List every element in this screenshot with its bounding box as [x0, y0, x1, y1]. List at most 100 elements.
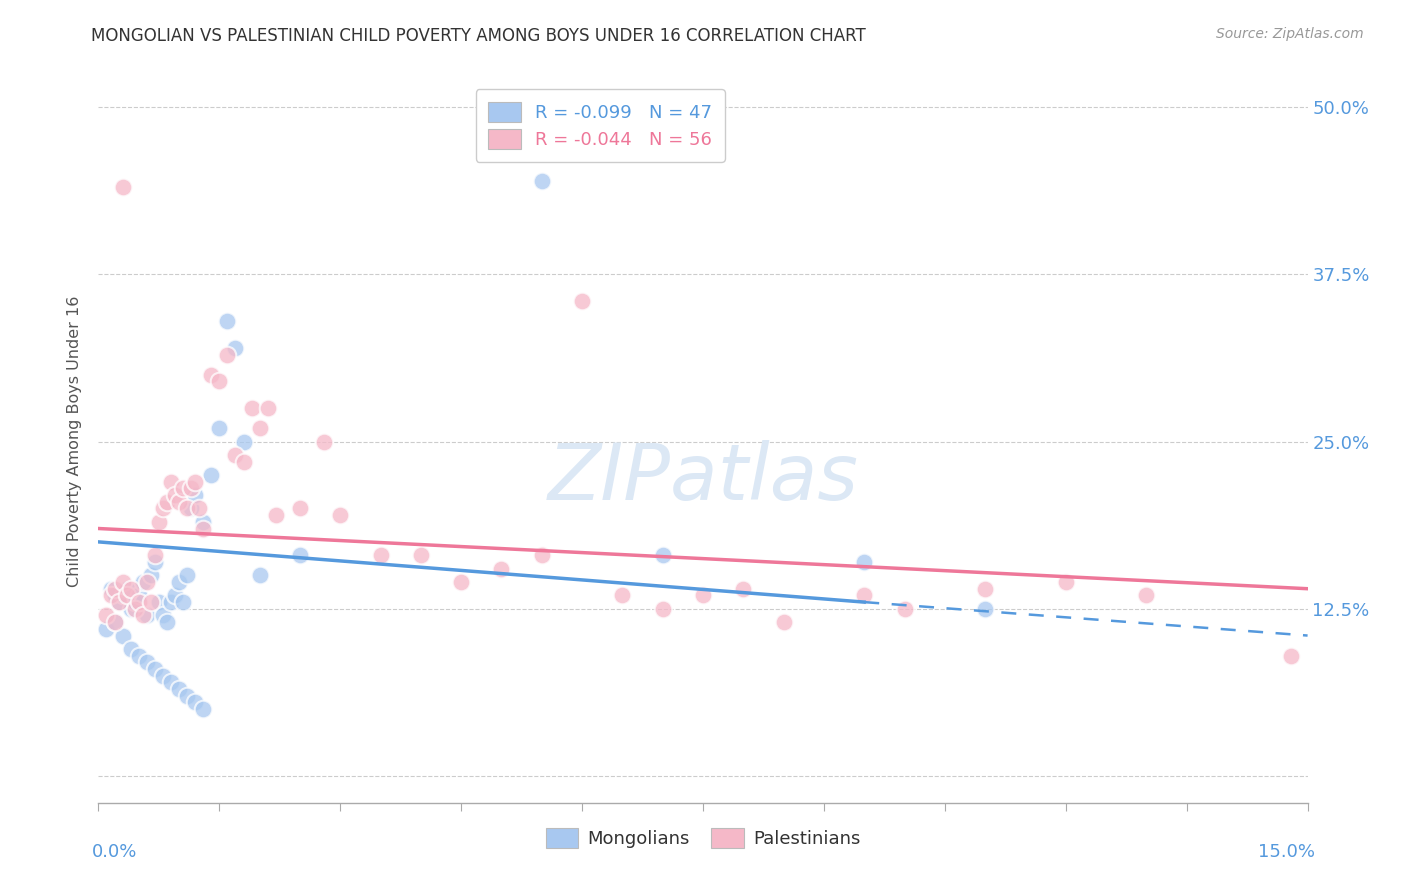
Point — [103, 582, 125, 596]
Point — [135, 608, 157, 623]
Point — [200, 467, 222, 482]
Point — [176, 568, 198, 582]
Text: ZIPatlas: ZIPatlas — [547, 440, 859, 516]
Point — [612, 589, 634, 603]
Point — [120, 582, 142, 596]
Point — [249, 421, 271, 435]
Point — [139, 568, 162, 582]
Point — [128, 589, 150, 603]
Point — [240, 401, 263, 416]
Point — [120, 642, 142, 657]
Point — [893, 602, 915, 616]
Point — [176, 501, 198, 516]
Point — [111, 589, 134, 603]
Point — [370, 548, 392, 563]
Point — [193, 702, 215, 716]
Point — [132, 608, 155, 623]
Point — [103, 589, 125, 603]
Point — [128, 648, 150, 663]
Point — [152, 608, 174, 623]
Point — [232, 455, 254, 469]
Point — [249, 568, 271, 582]
Point — [124, 602, 146, 616]
Text: Source: ZipAtlas.com: Source: ZipAtlas.com — [1216, 27, 1364, 41]
Point — [193, 515, 215, 529]
Point — [148, 595, 170, 609]
Point — [167, 681, 190, 696]
Point — [143, 555, 166, 569]
Point — [167, 574, 190, 589]
Point — [450, 574, 472, 589]
Point — [132, 574, 155, 589]
Point — [530, 173, 553, 187]
Point — [160, 675, 183, 690]
Point — [314, 434, 336, 449]
Point — [491, 562, 513, 576]
Point — [152, 669, 174, 683]
Point — [651, 602, 673, 616]
Point — [139, 595, 162, 609]
Y-axis label: Child Poverty Among Boys Under 16: Child Poverty Among Boys Under 16 — [67, 296, 83, 587]
Point — [172, 595, 194, 609]
Point — [224, 341, 246, 355]
Point — [180, 501, 202, 516]
Point — [167, 494, 190, 508]
Point — [217, 347, 239, 362]
Point — [120, 602, 142, 616]
Point — [224, 448, 246, 462]
Point — [329, 508, 352, 523]
Point — [135, 655, 157, 669]
Point — [1281, 648, 1303, 663]
Point — [217, 314, 239, 328]
Point — [530, 548, 553, 563]
Point — [115, 589, 138, 603]
Point — [103, 615, 125, 630]
Point — [184, 696, 207, 710]
Point — [115, 582, 138, 596]
Point — [163, 589, 186, 603]
Point — [208, 375, 231, 389]
Point — [409, 548, 432, 563]
Point — [163, 488, 186, 502]
Point — [152, 501, 174, 516]
Point — [180, 482, 202, 496]
Point — [172, 482, 194, 496]
Legend: Mongolians, Palestinians: Mongolians, Palestinians — [538, 821, 868, 855]
Point — [160, 475, 183, 489]
Point — [156, 494, 179, 508]
Point — [264, 508, 287, 523]
Point — [571, 293, 593, 308]
Point — [974, 582, 997, 596]
Point — [107, 595, 129, 609]
Point — [160, 595, 183, 609]
Point — [100, 582, 122, 596]
Point — [193, 521, 215, 535]
Point — [1135, 589, 1157, 603]
Point — [853, 555, 876, 569]
Point — [135, 574, 157, 589]
Point — [188, 501, 211, 516]
Point — [651, 548, 673, 563]
Point — [111, 180, 134, 194]
Text: MONGOLIAN VS PALESTINIAN CHILD POVERTY AMONG BOYS UNDER 16 CORRELATION CHART: MONGOLIAN VS PALESTINIAN CHILD POVERTY A… — [91, 27, 866, 45]
Point — [184, 475, 207, 489]
Point — [96, 608, 118, 623]
Point — [111, 574, 134, 589]
Point — [143, 548, 166, 563]
Point — [128, 595, 150, 609]
Point — [124, 595, 146, 609]
Point — [256, 401, 278, 416]
Point — [103, 615, 125, 630]
Point — [208, 421, 231, 435]
Point — [288, 548, 311, 563]
Point — [148, 515, 170, 529]
Point — [288, 501, 311, 516]
Point — [96, 622, 118, 636]
Text: 0.0%: 0.0% — [91, 843, 136, 861]
Text: 15.0%: 15.0% — [1257, 843, 1315, 861]
Point — [772, 615, 794, 630]
Point — [100, 589, 122, 603]
Point — [111, 628, 134, 642]
Point — [176, 689, 198, 703]
Point — [974, 602, 997, 616]
